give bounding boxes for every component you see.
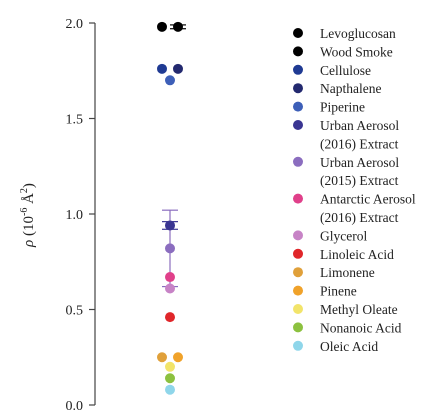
y-tick-label: 1.0 bbox=[66, 208, 84, 223]
y-axis-label: ρ (10-6 Å2) bbox=[19, 183, 37, 248]
legend-label: Antarctic Aerosol bbox=[320, 192, 416, 207]
data-point-antarctic-aerosol-2016-extract bbox=[165, 272, 175, 283]
legend-marker bbox=[293, 304, 303, 314]
y-tick-label: 0.0 bbox=[66, 399, 84, 411]
legend-marker bbox=[293, 28, 303, 38]
legend-label: Wood Smoke bbox=[320, 44, 393, 59]
y-axis-title: ρ (10-6 Å2) bbox=[19, 183, 37, 248]
data-point-levoglucosan bbox=[157, 21, 167, 32]
data-point-cellulose bbox=[157, 63, 167, 74]
legend-item: Napthalene bbox=[293, 81, 381, 96]
data-point-methyl-oleate bbox=[165, 361, 175, 372]
legend-label: Oleic Acid bbox=[320, 339, 378, 354]
legend-marker bbox=[293, 64, 303, 75]
legend-item: Methyl Oleate bbox=[293, 302, 398, 317]
legend-label: Pinene bbox=[320, 284, 357, 299]
legend-label: Levoglucosan bbox=[320, 26, 396, 41]
legend-marker bbox=[293, 101, 303, 112]
legend-label: Methyl Oleate bbox=[320, 302, 398, 317]
data-point-urban-aerosol-2016-extract bbox=[165, 220, 175, 231]
legend-marker bbox=[293, 156, 303, 167]
legend-item: Nonanoic Acid bbox=[293, 320, 402, 335]
data-point-limonene bbox=[157, 352, 167, 363]
legend-item: Urban Aerosol (2016) Extract bbox=[293, 118, 399, 151]
legend-label: Napthalene bbox=[320, 81, 381, 96]
legend-item: Glycerol bbox=[293, 228, 367, 243]
y-tick-label: 2.0 bbox=[66, 17, 84, 32]
legend-label: Piperine bbox=[320, 100, 365, 115]
legend-item: Oleic Acid bbox=[293, 339, 378, 354]
legend-label: Cellulose bbox=[320, 63, 371, 78]
legend-marker bbox=[293, 322, 303, 333]
legend-item: Cellulose bbox=[293, 63, 371, 78]
y-tick-label: 1.5 bbox=[66, 113, 84, 128]
legend-item: Urban Aerosol (2015) Extract bbox=[293, 155, 399, 188]
data-point-oleic-acid bbox=[165, 384, 175, 395]
y-tick-label: 0.5 bbox=[66, 304, 84, 319]
legend-label: Linoleic Acid bbox=[320, 247, 394, 262]
data-point-napthalene bbox=[173, 63, 183, 74]
legend-label: (2016) Extract bbox=[320, 210, 399, 225]
legend-item: Limonene bbox=[293, 265, 375, 280]
legend-marker bbox=[293, 267, 303, 278]
legend-marker bbox=[293, 46, 303, 57]
legend-label: Urban Aerosol bbox=[320, 155, 399, 170]
legend-item: Pinene bbox=[293, 284, 357, 299]
legend-label: (2016) Extract bbox=[320, 136, 399, 151]
y-axis: 0.0 0.5 1.0 1.5 2.0 bbox=[66, 17, 96, 411]
legend-marker bbox=[293, 340, 303, 351]
legend-label: Glycerol bbox=[320, 228, 367, 243]
data-point-glycerol bbox=[165, 283, 175, 294]
legend-item: Piperine bbox=[293, 100, 365, 115]
data-point-wood-smoke bbox=[173, 21, 183, 32]
legend-marker bbox=[293, 193, 303, 204]
legend-item: Wood Smoke bbox=[293, 44, 393, 59]
legend-item: Linoleic Acid bbox=[293, 247, 394, 262]
legend-label: Urban Aerosol bbox=[320, 118, 399, 133]
data-point-urban-aerosol-2015-extract bbox=[165, 243, 175, 254]
data-point-pinene bbox=[173, 352, 183, 363]
data-point-linoleic-acid bbox=[165, 312, 175, 323]
legend-marker bbox=[293, 120, 303, 130]
legend-label: Limonene bbox=[320, 265, 375, 280]
legend-item: Levoglucosan bbox=[293, 26, 396, 41]
legend-item: Antarctic Aerosol (2016) Extract bbox=[293, 192, 416, 225]
data-point-nonanoic-acid bbox=[165, 373, 175, 384]
legend-marker bbox=[293, 83, 303, 94]
legend-marker bbox=[293, 248, 303, 259]
data-points bbox=[157, 21, 183, 395]
data-point-piperine bbox=[165, 75, 175, 86]
legend-marker bbox=[293, 230, 303, 241]
legend-label: Nonanoic Acid bbox=[320, 320, 402, 335]
legend-label: (2015) Extract bbox=[320, 173, 399, 188]
legend-marker bbox=[293, 285, 303, 296]
legend: Levoglucosan Wood Smoke Cellulose Napthalen… bbox=[293, 26, 416, 354]
